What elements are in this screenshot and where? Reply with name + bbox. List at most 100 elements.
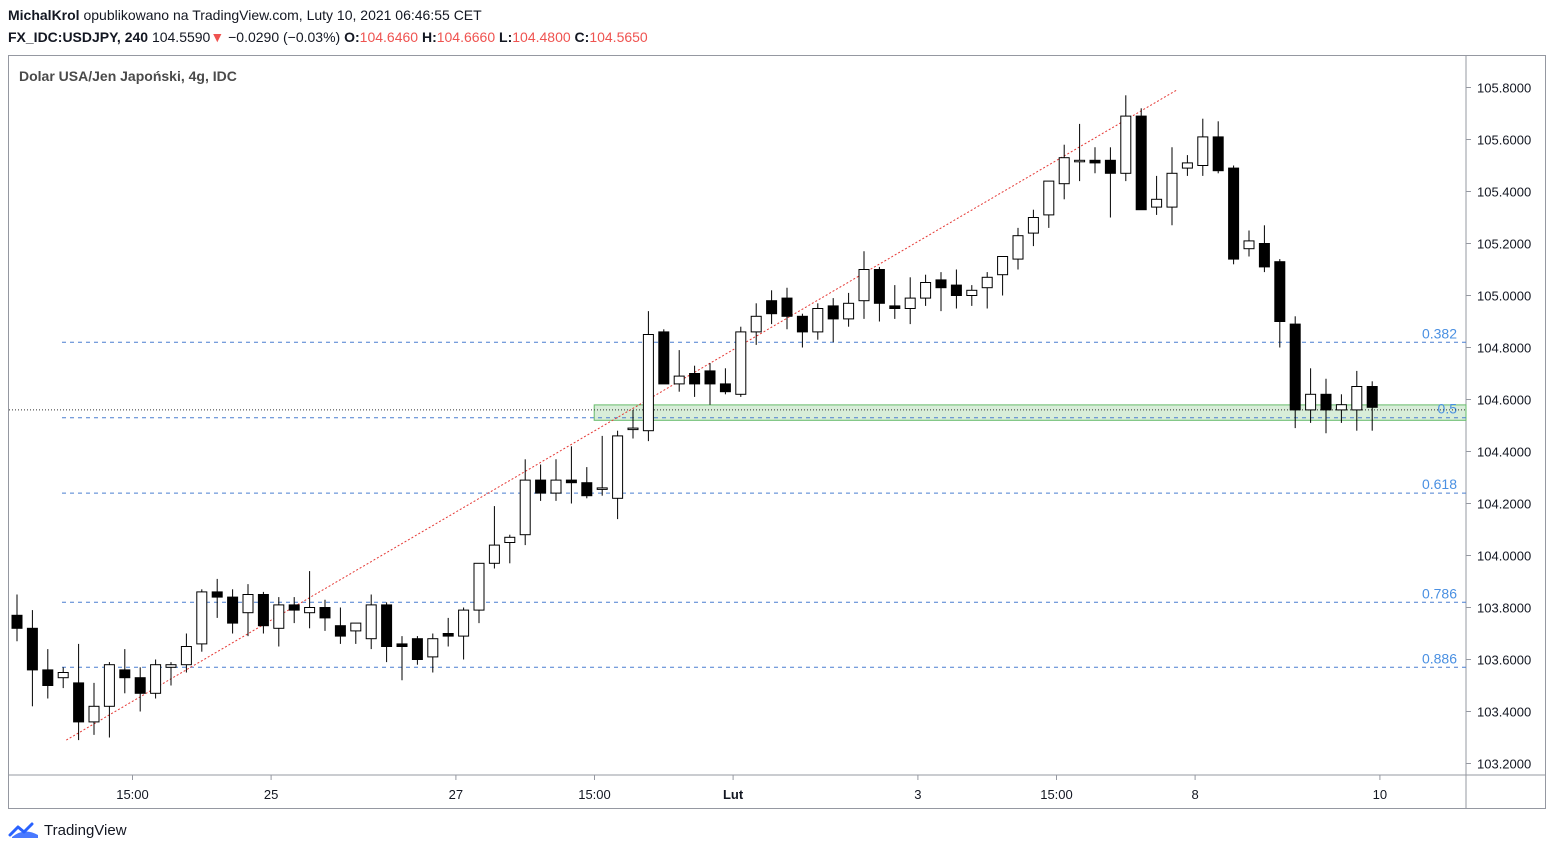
candle-body-down xyxy=(119,669,131,679)
candle-body-up xyxy=(242,594,254,614)
candle-body-up xyxy=(488,544,500,564)
candle-body-up xyxy=(180,646,192,666)
high-label: H: xyxy=(421,29,437,45)
candle-body-up xyxy=(88,705,100,723)
candle-body-up xyxy=(165,664,177,668)
fib-level-label: 0.618 xyxy=(1422,476,1457,492)
y-tick-label: 103.8000 xyxy=(1477,601,1531,616)
publish-text: opublikowano na TradingView.com, Luty 10… xyxy=(83,7,482,23)
low-label: L: xyxy=(499,29,513,45)
candle-body-up xyxy=(843,302,855,320)
y-tick-label: 103.6000 xyxy=(1477,653,1531,668)
chart-legend-title: Dolar USA/Jen Japoński, 4g, IDC xyxy=(19,68,237,84)
candle-body-down xyxy=(26,627,38,671)
candle-body-up xyxy=(550,479,562,494)
candle-body-down xyxy=(211,591,223,598)
candle-body-up xyxy=(1243,240,1255,250)
footer-branding[interactable]: TradingView xyxy=(8,821,127,839)
candle-body-up xyxy=(858,269,870,302)
footer-brand-text: TradingView xyxy=(44,821,127,839)
fib-level-label: 0.886 xyxy=(1422,650,1457,666)
candle-body-up xyxy=(150,664,162,694)
candle-body-down xyxy=(381,604,393,648)
candle-body-down xyxy=(442,633,454,637)
open-value: 104.6460 xyxy=(359,29,419,45)
y-tick-label: 105.4000 xyxy=(1477,185,1531,200)
candle-body-up xyxy=(997,256,1009,276)
x-tick-label: 15:00 xyxy=(1040,787,1073,802)
candle-body-down xyxy=(1289,323,1301,411)
y-tick-label: 104.2000 xyxy=(1477,497,1531,512)
support-zone xyxy=(593,404,1467,421)
candle-body-up xyxy=(473,562,485,611)
candle-body-up xyxy=(427,638,439,658)
candle-body-up xyxy=(519,479,531,536)
author-name: MichalKrol xyxy=(8,7,80,23)
candle-body-down xyxy=(1228,167,1240,260)
candle-body-down xyxy=(396,643,408,648)
open-label: O: xyxy=(344,29,360,45)
x-tick-label: 25 xyxy=(264,787,278,802)
candle-body-down xyxy=(134,677,146,694)
y-tick-label: 105.0000 xyxy=(1477,289,1531,304)
candle-body-up xyxy=(1043,180,1055,216)
publish-info: MichalKrol opublikowano na TradingView.c… xyxy=(8,7,482,23)
candle-body-up xyxy=(981,276,993,289)
candle-body-up xyxy=(365,604,377,640)
candle-body-up xyxy=(1305,393,1317,411)
candle-body-down xyxy=(1366,386,1378,408)
candle-body-up xyxy=(1181,162,1193,169)
x-tick-label: 27 xyxy=(449,787,463,802)
candle-body-up xyxy=(458,609,470,637)
y-tick-label: 104.0000 xyxy=(1477,549,1531,564)
candle-body-up xyxy=(1166,172,1178,208)
x-tick-label: 8 xyxy=(1191,787,1198,802)
candle-body-down xyxy=(1320,393,1332,411)
candle-body-up xyxy=(1058,157,1070,185)
candle-body-up xyxy=(627,427,639,431)
candle-body-up xyxy=(812,308,824,333)
y-tick-label: 105.2000 xyxy=(1477,237,1531,252)
x-tick-label: 3 xyxy=(914,787,921,802)
chart-frame[interactable] xyxy=(8,55,1546,809)
candle-body-up xyxy=(920,282,932,299)
y-tick-label: 103.4000 xyxy=(1477,705,1531,720)
last-price: 104.5590 xyxy=(151,29,211,45)
candle-body-up xyxy=(196,591,208,645)
candle-body-down xyxy=(658,331,670,385)
y-tick-label: 104.8000 xyxy=(1477,341,1531,356)
candle-body-up xyxy=(642,334,654,432)
candle-body-down xyxy=(796,315,808,333)
symbol-label: FX_IDC:USDJPY, 240 xyxy=(8,29,149,45)
candle-body-up xyxy=(1351,386,1363,411)
candle-body-up xyxy=(1197,136,1209,166)
candle-body-down xyxy=(719,383,731,393)
close-label: C: xyxy=(574,29,590,45)
y-tick-label: 105.6000 xyxy=(1477,133,1531,148)
candle-body-up xyxy=(1012,235,1024,260)
candle-body-up xyxy=(735,331,747,395)
candle-body-down xyxy=(581,482,593,497)
candle-body-down xyxy=(873,269,885,304)
candle-body-up xyxy=(504,536,516,543)
candle-body-up xyxy=(57,672,69,679)
candle-body-up xyxy=(1074,159,1086,163)
candle-body-down xyxy=(935,279,947,289)
candle-body-up xyxy=(1335,404,1347,411)
candle-body-up xyxy=(273,604,285,629)
candle-body-down xyxy=(689,373,701,385)
candle-body-down xyxy=(11,614,23,629)
candle-body-down xyxy=(704,370,716,385)
candle-body-down xyxy=(565,479,577,484)
y-tick-label: 104.6000 xyxy=(1477,393,1531,408)
y-tick-label: 105.8000 xyxy=(1477,81,1531,96)
high-value: 104.6660 xyxy=(436,29,496,45)
close-value: 104.5650 xyxy=(589,29,648,45)
candle-body-down xyxy=(781,297,793,317)
trend-line[interactable] xyxy=(66,89,1177,741)
candle-body-down xyxy=(334,625,346,637)
candle-body-down xyxy=(319,607,331,619)
price-change: −0.0290 (−0.03%) xyxy=(228,29,341,45)
candle-body-down xyxy=(288,604,300,611)
